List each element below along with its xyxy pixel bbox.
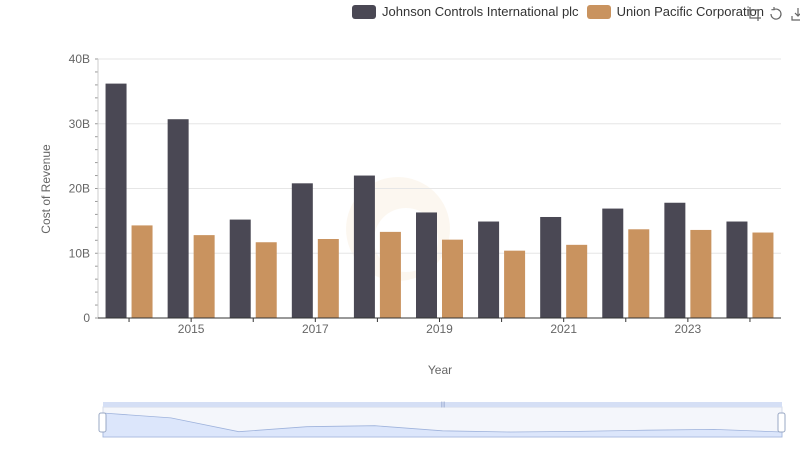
bar	[602, 208, 624, 318]
legend-swatch-johnson-controls	[352, 4, 376, 19]
slider-top-bar[interactable]	[103, 402, 782, 407]
bars	[105, 83, 774, 318]
x-axis-title: Year	[428, 363, 452, 377]
y-tick-label: 30B	[69, 117, 90, 131]
legend-label-union-pacific: Union Pacific Corporation	[616, 4, 764, 19]
bar	[726, 221, 748, 318]
legend-item-union-pacific[interactable]: Union Pacific Corporation	[586, 4, 764, 19]
x-tick-label: 2017	[302, 322, 329, 336]
bar	[291, 183, 313, 318]
x-tick-label: 2015	[178, 322, 205, 336]
x-axis: 2015 2017 2019 2021 2023	[98, 317, 781, 336]
restore-icon[interactable]	[768, 6, 784, 22]
bar	[255, 242, 277, 318]
toolbox	[746, 6, 800, 22]
y-axis-title: Cost of Revenue	[39, 144, 53, 234]
legend-item-johnson-controls[interactable]: Johnson Controls International plc	[352, 4, 579, 19]
legend-label-johnson-controls: Johnson Controls International plc	[382, 4, 579, 19]
bar	[752, 232, 774, 318]
slider-handle-right[interactable]	[777, 412, 786, 433]
bar	[442, 239, 463, 318]
bar	[566, 244, 588, 318]
y-tick-label: 0	[83, 311, 90, 325]
bar	[628, 229, 650, 318]
bar	[416, 212, 437, 318]
bar	[167, 119, 189, 318]
slider-handle-left[interactable]	[98, 412, 107, 433]
bar	[690, 229, 712, 318]
save-image-icon[interactable]	[790, 6, 800, 22]
data-zoom-slider[interactable]: |||	[98, 402, 786, 438]
bar	[131, 225, 153, 318]
bar	[379, 231, 401, 318]
legend-swatch-union-pacific	[586, 4, 611, 19]
bar	[193, 235, 215, 318]
y-axis: 0 10B 20B 30B 40B	[69, 52, 99, 325]
slider-grip-icon[interactable]: |||	[441, 402, 446, 408]
y-tick-label: 10B	[69, 246, 90, 260]
bar	[664, 202, 686, 318]
x-tick-label: 2021	[550, 322, 577, 336]
zoom-icon[interactable]	[746, 6, 762, 22]
x-tick-label: 2023	[675, 322, 702, 336]
x-tick-label: 2019	[426, 322, 453, 336]
y-tick-label: 20B	[69, 182, 90, 196]
bar	[317, 239, 339, 318]
y-tick-label: 40B	[69, 52, 90, 66]
slider-preview-area	[102, 412, 783, 438]
bar	[105, 83, 127, 318]
bar	[478, 221, 500, 318]
bar	[540, 216, 562, 318]
bar	[229, 219, 251, 318]
legend: Johnson Controls International plc Union…	[352, 4, 764, 19]
bar	[504, 250, 526, 318]
bar	[353, 175, 375, 318]
